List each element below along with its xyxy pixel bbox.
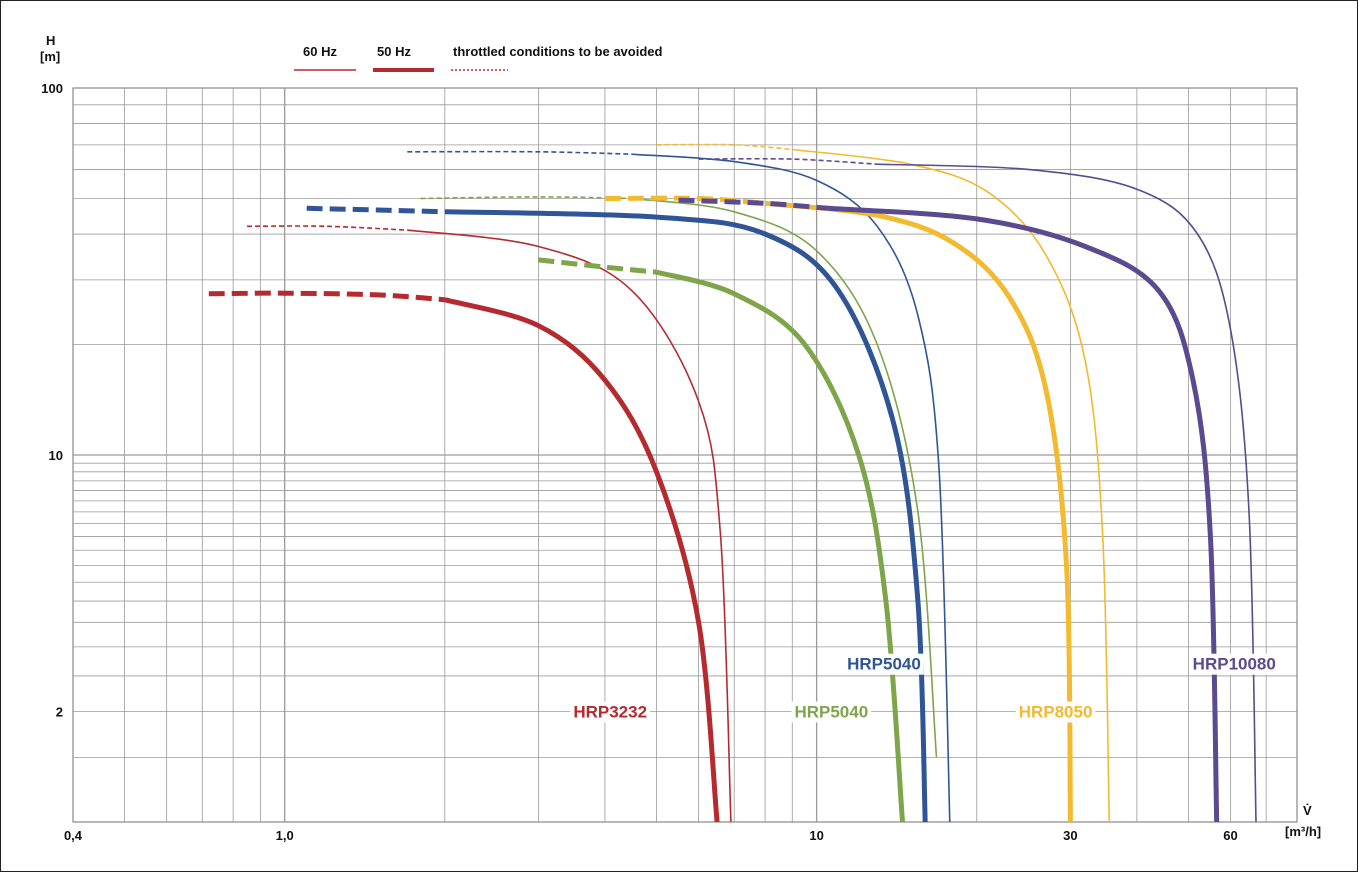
series-hrp3232-red-50hz <box>444 297 720 823</box>
y-tick-label: 10 <box>49 448 63 463</box>
series-hrp8050-yellow-60hz-throttled <box>656 143 793 151</box>
curve-label-hrp5040-green: HRP5040 <box>791 701 872 723</box>
legend-60hz-label: 60 Hz <box>303 44 337 59</box>
series-hrp8050-yellow-50hz <box>764 200 1073 823</box>
x-axis-unit: [m³/h] <box>1285 824 1321 839</box>
series-hrp5040-green-60hz <box>631 197 938 758</box>
series-hrp3232-red-60hz-throttled <box>247 225 408 231</box>
legend-throttled-label: throttled conditions to be avoided <box>453 44 663 59</box>
curve-label-text: HRP8050 <box>1019 703 1093 722</box>
curve-label-bg <box>1015 701 1096 723</box>
series-hrp10080-purple-60hz-throttled <box>698 157 878 165</box>
curve-label-text: HRP10080 <box>1193 655 1276 674</box>
series-hrp10080-purple-50hz <box>827 205 1220 823</box>
x-tick-label: 0,4 <box>64 828 83 843</box>
series-hrp10080-purple-60hz <box>877 163 1257 823</box>
x-tick-label: 10 <box>809 828 823 843</box>
curve-label-hrp10080-purple: HRP10080 <box>1189 653 1279 675</box>
curve-label-bg <box>1189 653 1279 675</box>
curve-label-text: HRP5040 <box>847 655 921 674</box>
y-axis-label-unit: [m] <box>40 49 60 64</box>
series-hrp5040-green-60hz-throttled <box>420 196 633 200</box>
y-axis-label-h: H <box>46 33 55 48</box>
x-axis-symbol: V̇ <box>1303 803 1312 818</box>
curve-label-text: HRP3232 <box>573 703 647 722</box>
curve-label-bg <box>791 701 872 723</box>
axis-labels: H [m] V̇ [m³/h] 0,4 1,0 10 30 60 100 10 2 <box>40 33 1321 843</box>
x-tick-label: 30 <box>1063 828 1077 843</box>
curve-label-hrp8050-yellow: HRP8050 <box>1015 701 1096 723</box>
curve-label-hrp3232-red: HRP3232 <box>570 701 651 723</box>
series-hrp3232-red-50hz-throttled <box>208 290 445 303</box>
series-hrp5040-blue-60hz-throttled <box>407 150 633 155</box>
curve-label-bg <box>570 701 651 723</box>
series-hrp5040-green-50hz-throttled <box>538 257 657 275</box>
curve-label-hrp5040-blue: HRP5040 <box>844 653 924 675</box>
series-hrp3232-red-60hz <box>407 229 732 823</box>
x-tick-label: 60 <box>1223 828 1237 843</box>
x-tick-label: 1,0 <box>276 828 294 843</box>
y-tick-label: 100 <box>41 81 63 96</box>
curve-label-bg <box>844 653 924 675</box>
legend-50hz-label: 50 Hz <box>377 44 411 59</box>
series-layer <box>208 143 1257 823</box>
legend: 60 Hz 50 Hz throttled conditions to be avo… <box>294 44 663 72</box>
series-hrp5040-blue-60hz <box>632 153 951 823</box>
series-hrp5040-blue-50hz-throttled <box>306 205 445 215</box>
series-hrp5040-green-50hz <box>655 269 905 823</box>
y-tick-label: 2 <box>56 705 63 720</box>
curve-label-text: HRP5040 <box>794 703 868 722</box>
series-hrp5040-blue-50hz <box>444 209 928 823</box>
curve-labels: HRP3232 HRP5040 HRP5040 HRP8050 HRP10080 <box>570 653 1279 723</box>
grid <box>72 87 1298 823</box>
series-hrp10080-purple-50hz-throttled <box>678 197 829 211</box>
